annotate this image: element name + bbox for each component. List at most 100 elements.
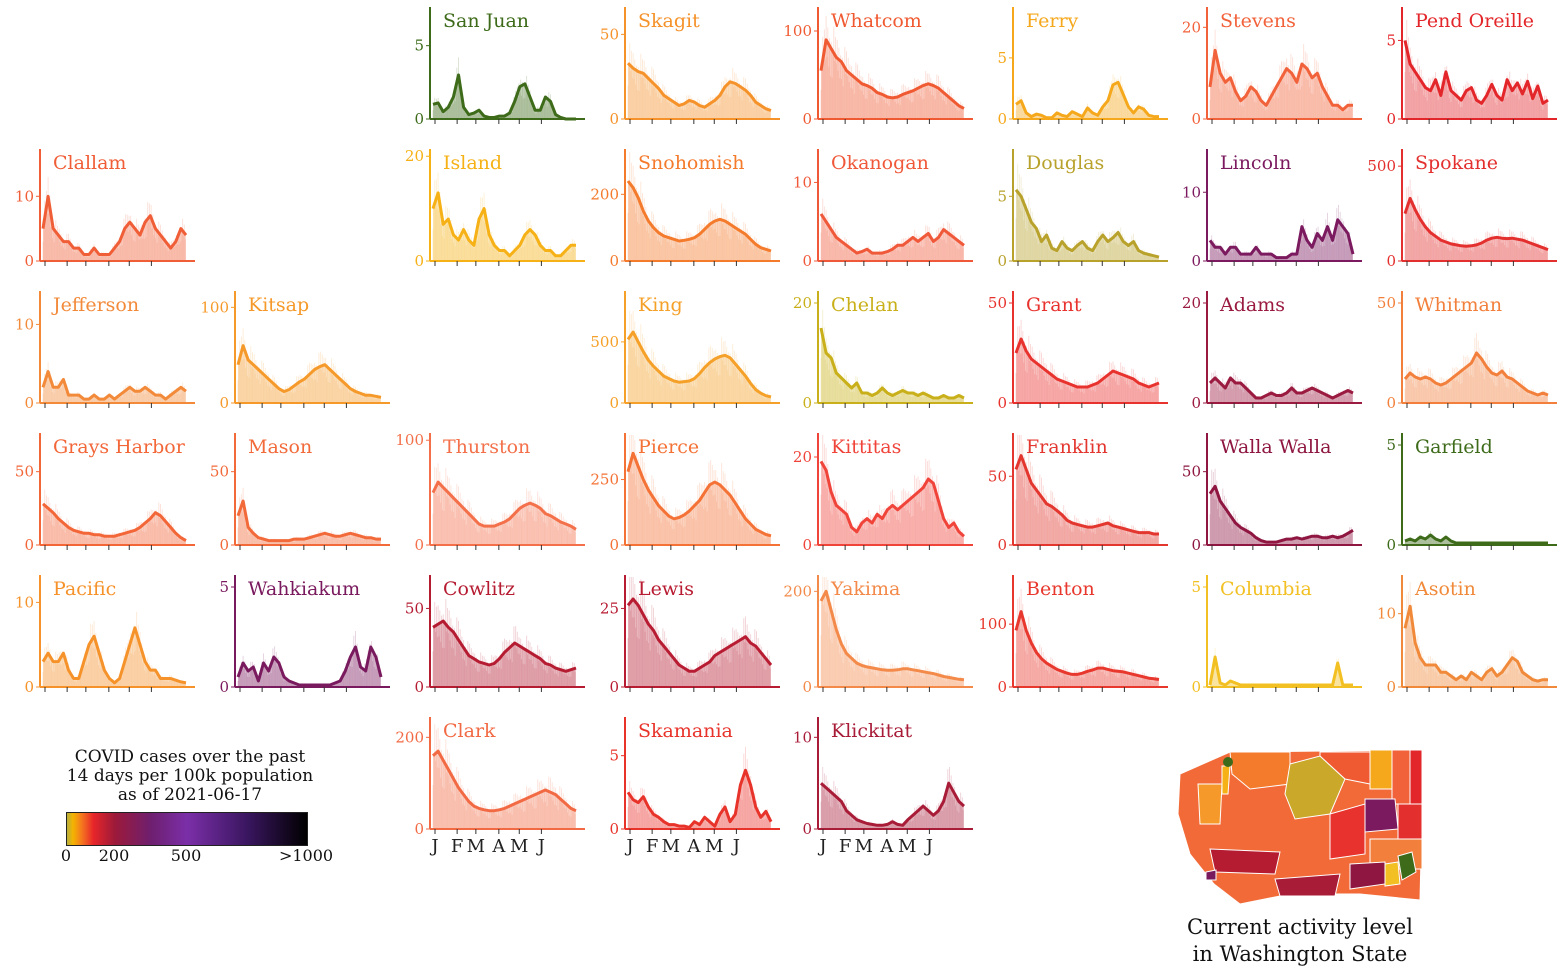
y-tick-label: 0 xyxy=(802,536,812,554)
area-fill xyxy=(821,213,964,261)
panel-title-okanogan: Okanogan xyxy=(831,152,929,174)
panel-title-pend-oreille: Pend Oreille xyxy=(1415,10,1534,32)
y-tick-label: 500 xyxy=(590,333,619,351)
area-fill xyxy=(433,192,576,261)
panel-title-pierce: Pierce xyxy=(638,436,699,458)
panel-island: 0 20 Island xyxy=(405,147,585,270)
panel-title-jefferson: Jefferson xyxy=(51,294,139,316)
y-tick-label: 0 xyxy=(802,110,812,128)
trend-line xyxy=(431,191,576,258)
y-tick-label: 0 xyxy=(219,536,229,554)
area-fill xyxy=(1210,219,1353,261)
y-tick-label: 0 xyxy=(24,394,34,412)
panel-grays-harbor: 0 50 Grays Harbor xyxy=(15,433,195,554)
panel-title-kittitas: Kittitas xyxy=(831,436,901,458)
panel-adams: 0 20 Adams xyxy=(1182,291,1362,412)
y-tick-label: 50 xyxy=(210,463,229,481)
y-tick-label: 0 xyxy=(1386,252,1396,270)
area-fill xyxy=(821,328,964,403)
area-fill xyxy=(628,332,771,403)
trend-line xyxy=(626,62,772,112)
panel-title-san-juan: San Juan xyxy=(443,10,529,32)
panel-kittitas: 0 20 Kittitas xyxy=(793,433,973,554)
y-tick-label: 0 xyxy=(219,394,229,412)
y-tick-label: 50 xyxy=(1182,463,1201,481)
y-tick-label: 10 xyxy=(1182,183,1201,201)
y-tick-label: 0 xyxy=(1191,536,1201,554)
y-tick-label: 0 xyxy=(1191,252,1201,270)
panel-skagit: 0 50 Skagit xyxy=(600,7,780,128)
area-fill xyxy=(1405,353,1548,403)
trend-line xyxy=(431,480,577,531)
panel-ferry: 0 5 Ferry xyxy=(997,7,1168,128)
trend-line xyxy=(1015,80,1159,120)
y-tick-label: 0 xyxy=(997,536,1007,554)
area-fill xyxy=(1210,50,1353,119)
panel-title-walla-walla: Walla Walla xyxy=(1220,436,1331,458)
trend-line xyxy=(1403,351,1549,397)
area-fill xyxy=(1405,40,1548,119)
panel-title-skagit: Skagit xyxy=(638,10,700,32)
y-tick-label: 20 xyxy=(793,448,812,466)
y-tick-label: 500 xyxy=(1367,157,1396,175)
y-tick-label: 10 xyxy=(15,315,34,333)
y-tick-label: 0 xyxy=(24,536,34,554)
trend-line xyxy=(42,502,187,542)
panel-san-juan: 0 5 San Juan xyxy=(414,7,585,128)
panel-okanogan: 0 10 Okanogan xyxy=(793,149,973,270)
panel-pierce: 0 250 Pierce xyxy=(590,433,780,554)
y-tick-label: 200 xyxy=(590,185,619,203)
y-tick-label: 0 xyxy=(414,110,424,128)
trend-line xyxy=(1208,218,1355,260)
area-fill xyxy=(628,453,771,545)
y-tick-label: 50 xyxy=(988,294,1007,312)
area-fill xyxy=(821,461,964,545)
panel-thurston: 0 100 Thurston xyxy=(395,431,585,554)
y-tick-label: 5 xyxy=(1386,31,1396,49)
y-tick-label: 5 xyxy=(997,49,1007,67)
y-tick-label: 0 xyxy=(609,394,619,412)
panel-title-douglas: Douglas xyxy=(1026,152,1104,174)
y-tick-label: 100 xyxy=(395,431,424,449)
area-fill xyxy=(1016,82,1159,119)
panel-chelan: 0 20 Chelan xyxy=(793,291,973,412)
area-fill xyxy=(1016,339,1159,403)
panel-walla-walla: 0 50 Walla Walla xyxy=(1182,433,1362,554)
area-fill xyxy=(1405,198,1548,261)
panel-garfield: 05 Garfield xyxy=(1386,433,1557,554)
panel-whatcom: 0 100 Whatcom xyxy=(783,7,973,128)
panel-title-grays-harbor: Grays Harbor xyxy=(53,436,186,458)
y-tick-label: 5 xyxy=(414,37,424,55)
panel-title-mason: Mason xyxy=(248,436,312,458)
y-tick-label: 50 xyxy=(600,25,619,43)
y-tick-label: 10 xyxy=(15,187,34,205)
trend-line xyxy=(626,451,772,538)
trend-line xyxy=(1014,454,1159,536)
panel-title-whatcom: Whatcom xyxy=(831,10,922,32)
panel-title-kitsap: Kitsap xyxy=(248,294,309,316)
panel-title-stevens: Stevens xyxy=(1220,10,1296,32)
trend-line xyxy=(819,327,965,400)
y-tick-label: 100 xyxy=(200,298,229,316)
y-tick-label: 50 xyxy=(15,463,34,481)
panel-title-spokane: Spokane xyxy=(1415,152,1498,174)
trend-line xyxy=(626,180,772,253)
panel-title-adams: Adams xyxy=(1219,294,1285,316)
panel-title-snohomish: Snohomish xyxy=(638,152,744,174)
panel-title-chelan: Chelan xyxy=(831,294,899,316)
y-tick-label: 0 xyxy=(414,536,424,554)
trend-line xyxy=(432,73,576,121)
trend-line xyxy=(819,213,965,255)
panel-title-king: King xyxy=(638,294,683,316)
trend-line xyxy=(819,460,965,538)
trend-line xyxy=(1208,484,1354,544)
y-tick-label: 0 xyxy=(802,252,812,270)
panel-whitman: 0 50 Whitman xyxy=(1377,291,1557,412)
panel-title-ferry: Ferry xyxy=(1026,10,1079,32)
area-fill xyxy=(238,501,381,545)
y-tick-label: 20 xyxy=(1182,18,1201,36)
trend-line xyxy=(236,344,382,399)
y-tick-label: 10 xyxy=(793,173,812,191)
panel-mason: 0 50 Mason xyxy=(210,433,390,554)
